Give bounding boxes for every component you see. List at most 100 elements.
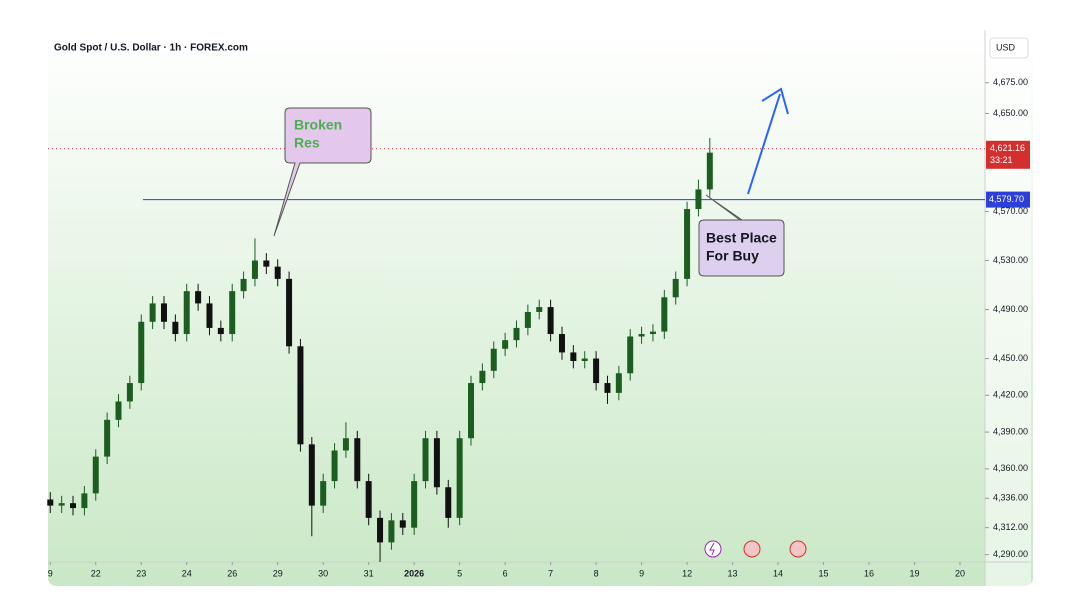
annotation-text: For Buy: [706, 248, 759, 264]
y-tick-label: 4,390.00: [993, 426, 1028, 436]
x-tick-label: 14: [773, 568, 783, 578]
y-tick-label: 4,360.00: [993, 463, 1028, 473]
candle-body: [524, 311, 531, 328]
candle-body: [47, 499, 54, 506]
candle-body: [536, 307, 543, 312]
y-tick-label: 4,450.00: [993, 353, 1028, 363]
candle-body: [160, 303, 167, 322]
candle-body: [172, 321, 179, 335]
y-tick-label: 4,490.00: [993, 304, 1028, 314]
y-tick-label: 4,530.00: [993, 255, 1028, 265]
candle-body: [422, 438, 429, 482]
x-tick-label: 20: [955, 568, 965, 578]
y-tick-label: 4,675.00: [993, 77, 1028, 87]
candle-body: [217, 327, 224, 335]
callout: [273, 107, 372, 237]
candle-body: [547, 307, 554, 335]
candle-body: [81, 493, 88, 509]
x-tick-label: 16: [864, 568, 874, 578]
candle-body: [684, 209, 691, 279]
candle-body: [365, 481, 372, 518]
x-tick-label: 5: [457, 568, 462, 578]
y-tick-label: 4,312.00: [993, 522, 1028, 532]
event-icon[interactable]: [704, 540, 722, 558]
x-tick-label: 31: [364, 568, 374, 578]
candle-body: [70, 503, 77, 509]
annotation-text: Best Place: [706, 230, 777, 246]
annotations: Broken Res Best Place For Buy: [294, 117, 777, 264]
arrow: [747, 93, 781, 195]
y-tick-label: 4,570.00: [993, 206, 1028, 216]
y-tick-label: 4,650.00: [993, 108, 1028, 118]
candle-body: [433, 438, 440, 488]
x-tick-label: 26: [227, 568, 237, 578]
arrow-head: [761, 87, 789, 115]
currency: USD: [996, 42, 1016, 52]
y-tick-label: 4,336.00: [993, 493, 1028, 503]
currency-box: [989, 37, 1029, 59]
candle-body: [627, 336, 634, 374]
candle-body: [638, 334, 645, 337]
x-tick-label: 29: [273, 568, 283, 578]
candle-body: [354, 438, 361, 482]
candle-body: [58, 503, 65, 506]
candle-body: [240, 278, 247, 292]
candle-body: [456, 438, 463, 518]
candle-body: [286, 278, 293, 347]
candle-body: [92, 456, 99, 494]
candle-body: [604, 383, 611, 393]
x-tick-label: 13: [728, 568, 738, 578]
level-label-bg: [986, 191, 1030, 208]
x-tick-label: 23: [136, 568, 146, 578]
x-tick-label: 30: [318, 568, 328, 578]
candle-body: [251, 260, 258, 279]
candle-body: [558, 334, 565, 353]
candle-body: [479, 370, 486, 384]
candle-body: [104, 419, 111, 457]
candle-body: [195, 291, 202, 304]
candle-body: [399, 520, 406, 528]
candle-body: [570, 352, 577, 362]
candle-body: [183, 291, 190, 335]
level-label: 4,579.70: [989, 194, 1024, 204]
candle-body: [331, 450, 338, 482]
candle-body: [115, 401, 122, 420]
candle-body: [445, 487, 452, 518]
candle-body: [126, 383, 133, 402]
x-tick-label: 9: [48, 568, 53, 578]
candle-body: [490, 348, 497, 371]
candle-body: [411, 481, 418, 528]
candle-body: [649, 331, 656, 335]
candle-body: [468, 383, 475, 439]
candle-body: [297, 346, 304, 445]
candle-body: [138, 321, 145, 384]
candle-body: [320, 481, 327, 506]
candles: [47, 137, 713, 562]
event-icon[interactable]: [743, 540, 761, 558]
candle-body: [593, 358, 600, 384]
x-tick-label: 22: [91, 568, 101, 578]
y-tick-label: 4,290.00: [993, 549, 1028, 559]
candle-body: [581, 358, 588, 362]
candle-body: [206, 303, 213, 328]
candle-body: [388, 520, 395, 543]
candle-body: [513, 327, 520, 341]
x-tick-label: 19: [909, 568, 919, 578]
candle-body: [615, 373, 622, 393]
candle-body: [274, 266, 281, 279]
y-tick-label: 4,420.00: [993, 390, 1028, 400]
annotation-text: Res: [294, 135, 320, 151]
candle-body: [342, 438, 349, 451]
candle-body: [661, 297, 668, 332]
price-axis-bg: [985, 30, 1031, 586]
x-tick-label: 8: [594, 568, 599, 578]
candle-body: [308, 444, 315, 506]
event-icon[interactable]: [789, 540, 807, 558]
x-tick-label: 7: [548, 568, 553, 578]
candle-body: [263, 260, 270, 267]
x-tick-label: 24: [182, 568, 192, 578]
x-tick-label: 9: [639, 568, 644, 578]
candle-body: [377, 517, 384, 543]
x-tick-label: 6: [503, 568, 508, 578]
